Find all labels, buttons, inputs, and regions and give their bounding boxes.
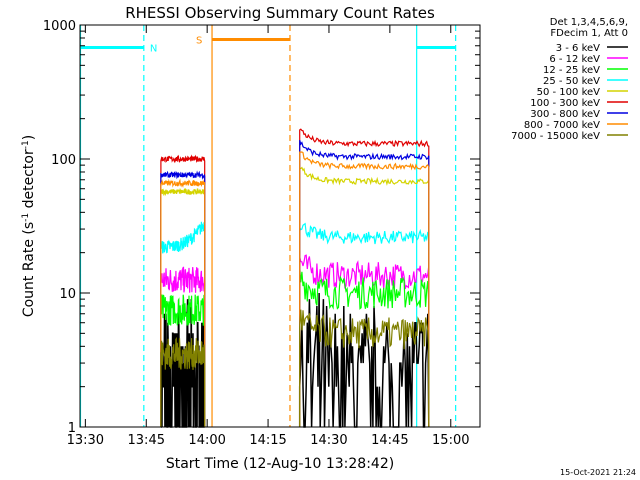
- x-tick-label: 15:00: [432, 433, 469, 448]
- series-trace: [298, 292, 430, 428]
- x-axis-label: Start Time (12-Aug-10 13:28:42): [166, 456, 394, 472]
- flag-label: S: [196, 35, 202, 46]
- series-trace: [299, 128, 430, 427]
- plot-frame: [79, 24, 481, 428]
- timestamp: 15-Oct-2021 21:24: [560, 468, 636, 477]
- series-trace: [299, 309, 430, 427]
- series-100-300kev: [160, 128, 430, 427]
- x-tick-label: 14:30: [310, 433, 347, 448]
- y-tick-label: 1: [68, 421, 76, 436]
- y-tick-label: 100: [51, 153, 76, 168]
- flag-label: N: [150, 43, 157, 54]
- series-trace: [299, 267, 430, 427]
- legend-label: 300 - 800 keV: [530, 109, 600, 120]
- y-tick-label: 10: [59, 287, 76, 302]
- series-trace: [299, 222, 430, 427]
- legend-header: FDecim 1, Att 0: [550, 28, 628, 39]
- series-12-25kev: [160, 267, 430, 427]
- series-trace: [160, 178, 206, 427]
- legend-label: 25 - 50 keV: [543, 76, 600, 87]
- series-300-800kev: [160, 139, 430, 427]
- series-6-12kev: [160, 254, 430, 427]
- y-tick-label: 1000: [43, 19, 76, 34]
- legend-label: 50 - 100 keV: [537, 87, 601, 98]
- legend-label: 12 - 25 keV: [543, 65, 600, 76]
- y-axis-label: Count Rate (s-1 detector-1): [21, 135, 37, 317]
- series-50-100kev: [160, 166, 430, 427]
- x-tick-label: 14:15: [249, 433, 286, 448]
- x-tick-label: 14:00: [188, 433, 225, 448]
- legend-header: Det 1,3,4,5,6,9,: [550, 17, 628, 28]
- x-tick-label: 13:45: [128, 433, 165, 448]
- series-trace: [299, 254, 430, 427]
- series-trace: [160, 294, 206, 427]
- series-trace: [160, 154, 206, 427]
- series-25-50kev: [160, 221, 430, 427]
- legend-label: 800 - 7000 keV: [524, 120, 600, 131]
- x-tick-label: 13:30: [67, 433, 104, 448]
- x-tick-label: 14:45: [371, 433, 408, 448]
- series-trace: [160, 266, 206, 427]
- legend-label: 7000 - 15000 keV: [511, 131, 600, 142]
- series-trace: [299, 151, 430, 427]
- series-trace: [299, 139, 430, 427]
- series-trace: [160, 336, 206, 427]
- legend-label: 6 - 12 keV: [549, 54, 600, 65]
- legend-label: 3 - 6 keV: [556, 43, 600, 54]
- series-trace: [160, 187, 206, 427]
- series-trace: [299, 166, 430, 427]
- series-800-7000kev: [160, 151, 430, 427]
- chart-title: RHESSI Observing Summary Count Rates: [125, 4, 435, 22]
- legend-label: 100 - 300 keV: [530, 98, 600, 109]
- series-trace: [160, 170, 206, 427]
- series-7000-15000kev: [160, 309, 430, 427]
- series-trace: [160, 221, 206, 427]
- legend: Det 1,3,4,5,6,9,FDecim 1, Att 0 3 - 6 keV…: [511, 17, 628, 142]
- axes: 13:30 13:45 14:00 14:15 14:30 14:45 15:00 1 10 10…: [43, 19, 480, 448]
- plot-area: NS: [79, 25, 457, 428]
